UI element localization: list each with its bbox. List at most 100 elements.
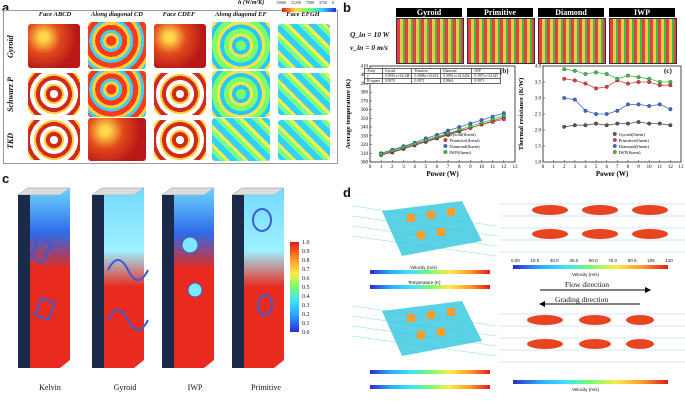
row-schwarz-p: Schwarz P [6, 77, 15, 113]
data-point [562, 67, 567, 72]
iwp-column [161, 187, 215, 368]
y-tick-label: 380 [361, 91, 369, 96]
image-title-diamond: Diamond [538, 8, 604, 17]
velocity-colorbar-right-top [513, 265, 668, 269]
row-gyroid: Gyroid [6, 35, 15, 59]
velocity-tick: 60.0 [588, 258, 598, 263]
data-point [604, 84, 609, 89]
x-tick-label: 11 [657, 165, 662, 170]
data-point [583, 81, 588, 86]
label-gyroid: Gyroid [113, 383, 137, 392]
gyroid-diag-cd-image [88, 22, 146, 69]
data-point [657, 80, 662, 84]
data-point [501, 113, 506, 118]
velocity-tick: 90.0 [627, 258, 637, 263]
thermal-image-primitive [467, 18, 535, 64]
panel-b-charts-svg: 0 1 2 3 4 5 6 7 8 9 10 11 12 133003103203303403503603… [345, 65, 684, 179]
x-tick-label: 2 [391, 165, 394, 170]
velocity-tick: 120 [665, 258, 673, 263]
image-title-iwp: IWP [609, 8, 675, 17]
panel-c-columns-svg [17, 187, 299, 368]
table-cell: 0.9970 [381, 78, 413, 84]
panel-c-colorbar [290, 242, 299, 332]
x-tick-label: 3 [574, 165, 577, 170]
cbar-tick: 0.6 [302, 276, 310, 282]
data-point [668, 80, 673, 84]
legend-label: Primitive(fluent) [619, 138, 650, 143]
data-point [423, 138, 428, 143]
y-tick-label: 320 [361, 143, 369, 148]
row-tkd: TKD [6, 133, 15, 149]
y-tick-label: 310 [361, 152, 369, 157]
tkd-face-abcd-image [28, 120, 80, 160]
x-tick-label: 1 [552, 165, 555, 170]
y-tick-label: 390 [361, 82, 369, 87]
x-tick-label: 0 [369, 165, 372, 170]
flow-direction-label: Flow direction [565, 280, 609, 289]
data-point [572, 97, 577, 102]
y-tick-label: 2.0 [535, 129, 542, 134]
col-face-cdef: Face CDEF [162, 11, 196, 18]
y-tick-label: 2.5 [535, 113, 542, 118]
panel-b-letter: b [343, 0, 351, 15]
legend-marker [612, 150, 617, 154]
y-tick-label: 3.5 [535, 81, 542, 86]
x-axis-label: Power (W) [596, 170, 629, 178]
label-kelvin: Kelvin [39, 383, 61, 392]
x-tick-label: 2 [563, 165, 566, 170]
data-point [594, 112, 599, 116]
data-point [501, 117, 506, 122]
data-point [379, 152, 384, 157]
data-point [390, 148, 395, 153]
x-tick-label: 13 [513, 165, 519, 170]
image-title-primitive: Primitive [467, 8, 533, 17]
panel-d-letter: d [343, 185, 351, 200]
data-point [615, 121, 620, 126]
velocity-tick: 15.0 [530, 258, 540, 263]
velocity-colorbar-right-bottom [513, 380, 668, 384]
data-point [647, 76, 652, 81]
legend-label: Gyroid(fluent) [449, 132, 476, 137]
y-tick-label: 330 [361, 134, 369, 139]
streamline-image-bottom [352, 296, 497, 366]
gyroid-face-abcd-image [28, 24, 80, 68]
data-point [636, 120, 641, 124]
schwarz-diag-ef-image [212, 71, 270, 117]
x-tick-label: 6 [605, 165, 608, 170]
cbar-tick: 0.8 [302, 258, 310, 264]
data-point [446, 131, 451, 136]
cbar-tick: 0.9 [302, 249, 310, 255]
data-point [636, 75, 641, 80]
schwarz-face-cdef-image [154, 73, 206, 115]
gyroid-face-cdef-image [154, 24, 206, 68]
thermal-image-iwp [609, 18, 677, 64]
data-point [562, 124, 567, 129]
data-point [594, 121, 599, 126]
table-cell: 0.3956 x+34.3456 [440, 73, 473, 79]
velocity-colorbar-left-bottom [370, 370, 490, 374]
schwarz-face-efgh-image [278, 73, 330, 115]
velocity-label: Velocity (m/s) [410, 265, 438, 270]
left-chart-label: (b) [500, 67, 509, 75]
y-tick-label: 350 [361, 117, 369, 122]
kelvin-column [17, 187, 71, 368]
streamline-image-top [352, 196, 497, 266]
table-cell: 0.3956 x+34.348 [381, 73, 413, 79]
panel-a-grid: Face ABCD Along diagonal CD Face CDEF Al… [3, 10, 338, 164]
data-point [657, 102, 662, 107]
legend-label: IWP(fluent) [449, 150, 471, 155]
y-tick-label: 340 [361, 126, 369, 131]
condition-q-in: Q_in = 10 W [350, 30, 390, 39]
cbar-tick: 0.1 [302, 321, 310, 327]
x-tick-label: 1 [380, 165, 383, 170]
legend-marker [443, 138, 448, 142]
tkd-face-cdef-image [154, 120, 206, 160]
velocity-tick: 45.0 [569, 258, 579, 263]
panel-a-legend-title: h (W/m²K) [238, 0, 265, 6]
image-title-gyroid: Gyroid [396, 8, 462, 17]
x-axis-label: Power (W) [426, 170, 459, 178]
legend-label: Diamond(fluent) [619, 144, 650, 149]
temperature-colorbar-left-top [370, 285, 490, 289]
table-cell: 0.3957x+34.345 [471, 73, 501, 79]
x-tick-label: 4 [413, 165, 416, 170]
